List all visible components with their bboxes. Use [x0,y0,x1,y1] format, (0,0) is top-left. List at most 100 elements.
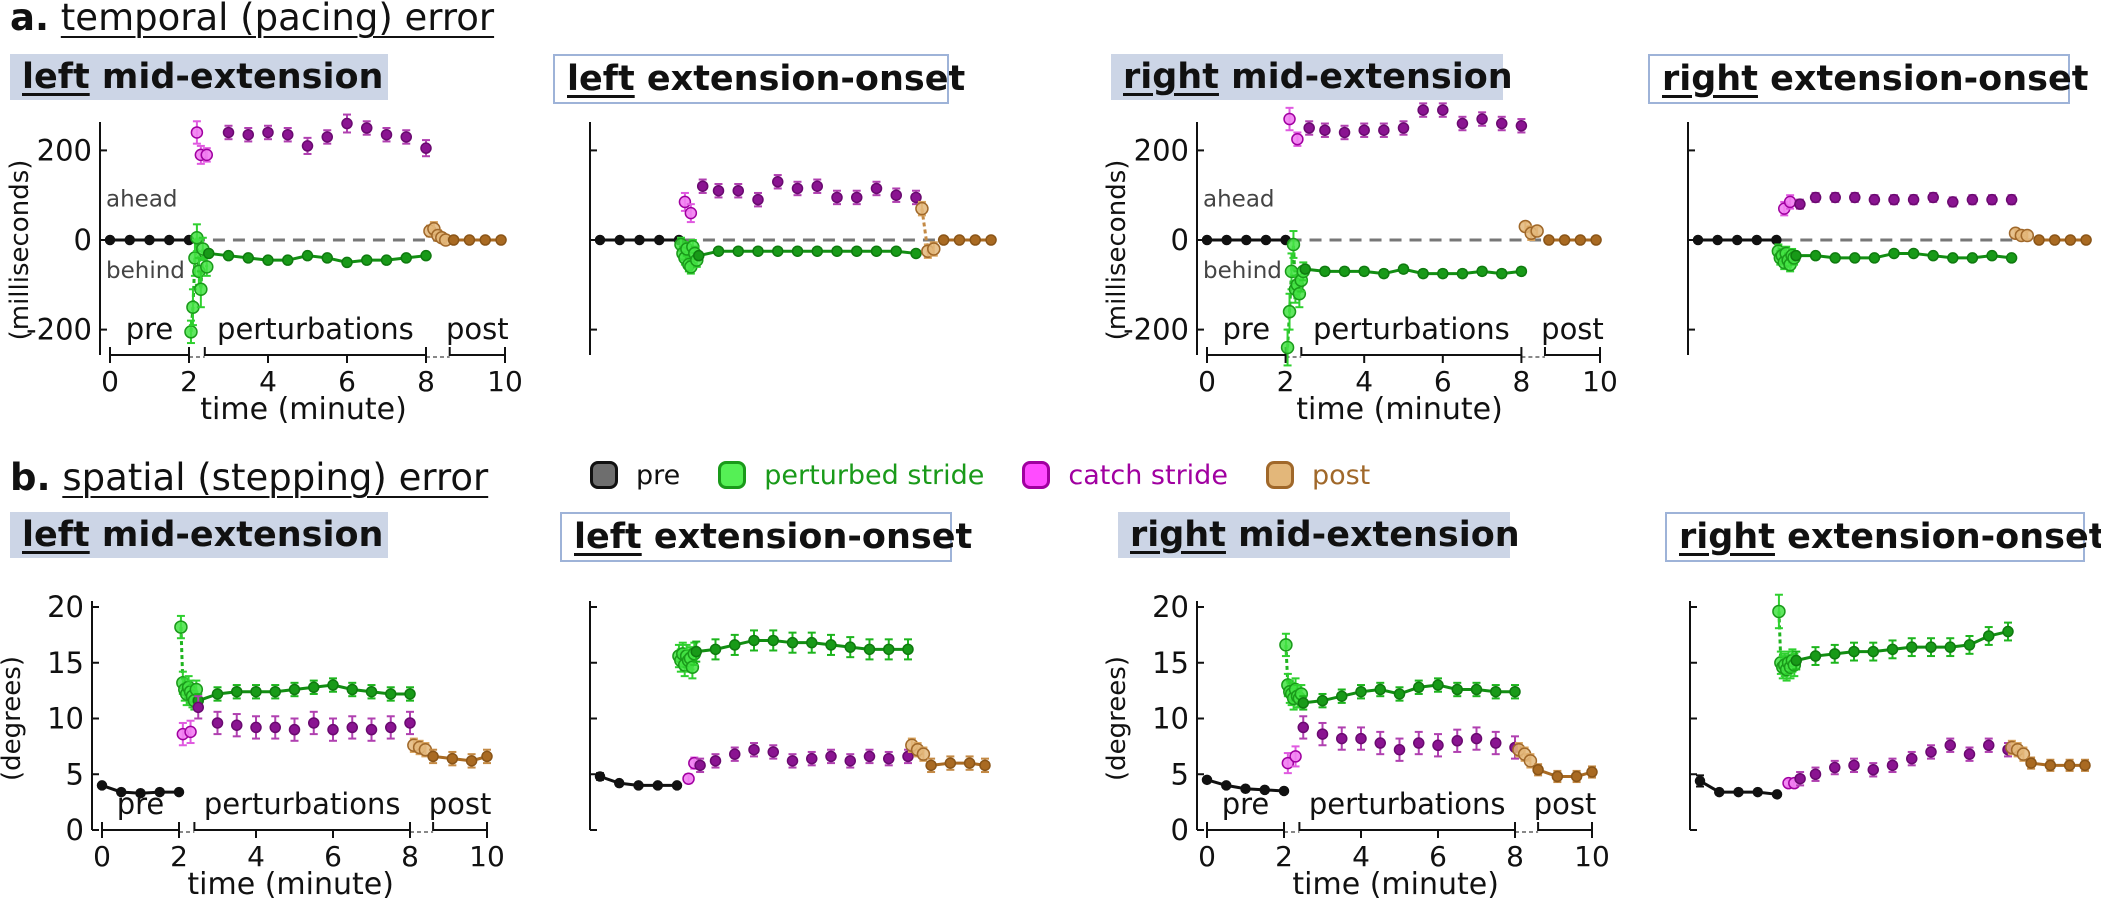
panel-a1-rest: mid-extension [89,57,384,97]
data-point-perturbed_dark [308,681,320,694]
data-point-pre [96,780,108,791]
chart-b4 [1689,593,2091,831]
series-post_dark [2033,234,2092,246]
data-point-pre [1201,234,1213,246]
series-catch_light [190,120,214,165]
data-point-perturbed_dark [712,245,725,257]
data-point-post_dark [2063,759,2076,772]
data-point-catch_dark [831,191,843,204]
data-point-pre [633,780,644,791]
data-point-perturbed_dark [811,245,823,257]
data-point-perturbed_dark [772,245,784,257]
x-tick-label: 8 [1506,840,1524,873]
legend-item-post: post [1265,460,1370,491]
y-tick-label: 10 [47,702,84,736]
data-point-catch_dark [250,721,262,734]
data-point-perturbed_dark [1867,645,1879,658]
data-point-catch_dark [709,755,722,767]
series-post_dark [2025,756,2091,772]
data-point-post_dark [463,234,476,246]
data-point-perturbed_dark [1432,679,1444,691]
data-point-catch_dark [1927,191,1939,204]
x-tick-label: 6 [1434,365,1452,398]
data-point-perturbed_dark [910,247,922,260]
data-point-perturbed_light [194,282,208,297]
chart-b2 [589,601,991,831]
data-point-post_dark [985,234,997,246]
y-axis-label: (milliseconds) [5,160,35,341]
data-point-post_dark [481,750,493,763]
data-point-post_dark [963,757,976,769]
data-point-pre [594,771,606,782]
data-point-catch_dark [1319,124,1331,136]
data-point-perturbed_dark [690,645,702,658]
data-point-catch_dark [192,701,204,714]
series-catch_light [678,191,698,224]
data-point-perturbed_dark [1927,249,1939,262]
data-point-catch_light [184,725,197,739]
series-pre [1694,774,1783,800]
data-point-perturbed_light [1280,340,1295,355]
y-tick-label: 200 [1134,133,1189,167]
data-point-catch_dark [1867,764,1879,776]
data-point-catch_dark [1966,193,1979,206]
data-point-pre [1733,786,1744,798]
series-post_dark [925,755,991,774]
data-point-perturbed_dark [282,254,294,266]
data-point-perturbed_dark [1470,683,1483,696]
x-tick-label: 10 [1582,365,1618,398]
panel-b4-title: right extension-onset [1665,512,2101,562]
data-point-perturbed_dark [1790,654,1802,667]
chart-b1 [91,601,493,838]
data-point-pre [1712,234,1723,246]
x-tick-label: 4 [247,840,265,873]
data-point-pre [1714,786,1725,798]
data-point-catch_dark [910,191,922,204]
data-point-pre [671,780,683,791]
data-point-perturbed_light [1772,604,1786,619]
legend-label-perturbed: perturbed stride [764,459,985,491]
data-point-perturbed_dark [883,643,895,656]
legend-item-catch: catch stride [1022,460,1228,491]
x-tick-label: 10 [469,840,505,873]
data-point-perturbed_dark [1515,265,1528,278]
series-post_dark [937,234,997,246]
data-point-catch_dark [1378,124,1390,136]
y-tick-label: 5 [66,757,84,791]
phase-label-pre: pre [117,787,165,821]
data-point-perturbed_dark [2002,625,2014,638]
y-tick-label: 20 [47,590,84,624]
series-post_light [915,200,941,259]
y-tick-label: -200 [1123,313,1189,347]
series-catch_dark [696,174,922,208]
data-point-catch_dark [729,748,741,760]
series-perturbed_dark [192,677,416,709]
panel-b1-side: left [22,515,90,555]
annotation-behind: behind [106,258,185,284]
data-point-catch_dark [825,750,837,763]
panel-a3-title: right mid-extension [1111,54,1513,100]
series-post_dark [1532,763,1598,784]
data-point-catch_light [190,126,204,139]
data-point-catch_dark [752,193,764,206]
phase-label-post: post [446,312,509,346]
data-point-catch_dark [712,184,725,197]
series-catch_dark [192,695,416,742]
data-point-catch_dark [851,191,863,204]
series-line-post_dark [930,761,986,767]
data-point-post_dark [1590,234,1602,246]
series-line-perturbed_dark [1796,251,2012,260]
data-point-post_dark [446,752,459,765]
y-axis-label: (degrees) [0,656,27,781]
data-point-catch_light [1783,195,1797,209]
data-point-catch_dark [870,182,883,195]
series-line-post_dark [2030,761,2085,767]
data-point-perturbed_dark [1319,265,1331,278]
x-tick-label: 2 [180,365,198,398]
data-point-perturbed_dark [1944,641,1956,653]
series-perturbed_dark [693,245,922,262]
series-catch_light [1777,194,1797,217]
data-point-perturbed_dark [1888,247,1900,260]
series-perturbed_dark [203,247,432,269]
series-line-post_dark [1537,768,1593,778]
